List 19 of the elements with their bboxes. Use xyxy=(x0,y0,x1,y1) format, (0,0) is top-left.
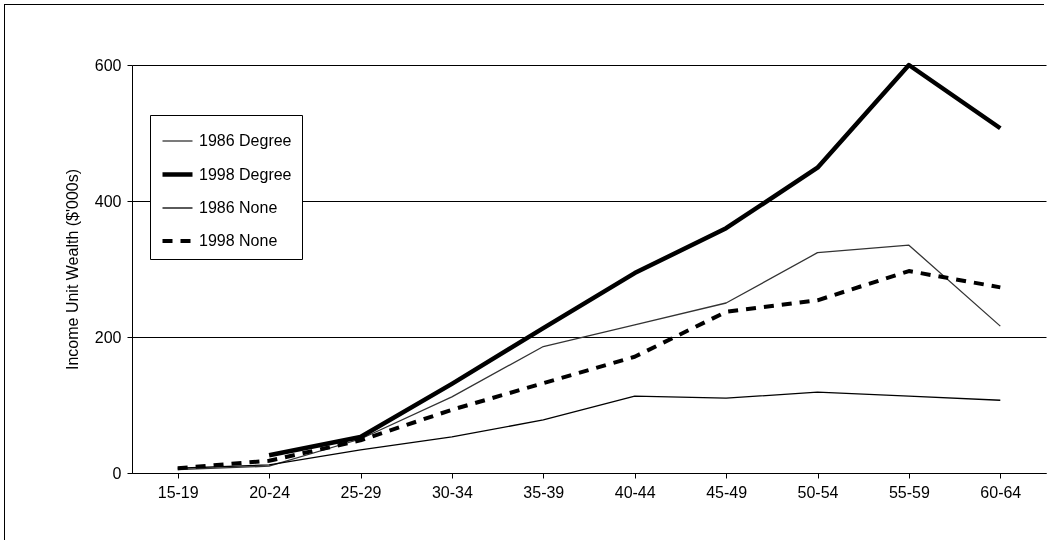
x-tick-label: 15-19 xyxy=(157,483,199,501)
x-tick-label: 20-24 xyxy=(249,483,291,501)
y-axis-title: Income Unit Wealth ($'000s) xyxy=(63,168,81,371)
x-tick-label: 55-59 xyxy=(888,483,930,501)
x-tick-label: 25-29 xyxy=(340,483,382,501)
legend-label: 1986 None xyxy=(199,199,278,216)
x-tick-label: 50-54 xyxy=(797,483,839,501)
legend-label: 1998 Degree xyxy=(199,165,292,183)
x-tick-label: 35-39 xyxy=(523,483,565,501)
x-tick-label: 30-34 xyxy=(431,483,473,501)
x-tick-label: 60-64 xyxy=(980,483,1022,501)
y-tick-label: 200 xyxy=(94,328,122,346)
legend-label: 1998 None xyxy=(199,232,278,249)
y-tick-label: 400 xyxy=(94,192,122,210)
x-tick-label: 40-44 xyxy=(614,483,656,501)
legend-label: 1986 Degree xyxy=(199,132,292,149)
x-tick-label: 45-49 xyxy=(706,483,748,501)
y-tick-label: 600 xyxy=(94,56,122,74)
y-tick-label: 0 xyxy=(112,464,122,482)
